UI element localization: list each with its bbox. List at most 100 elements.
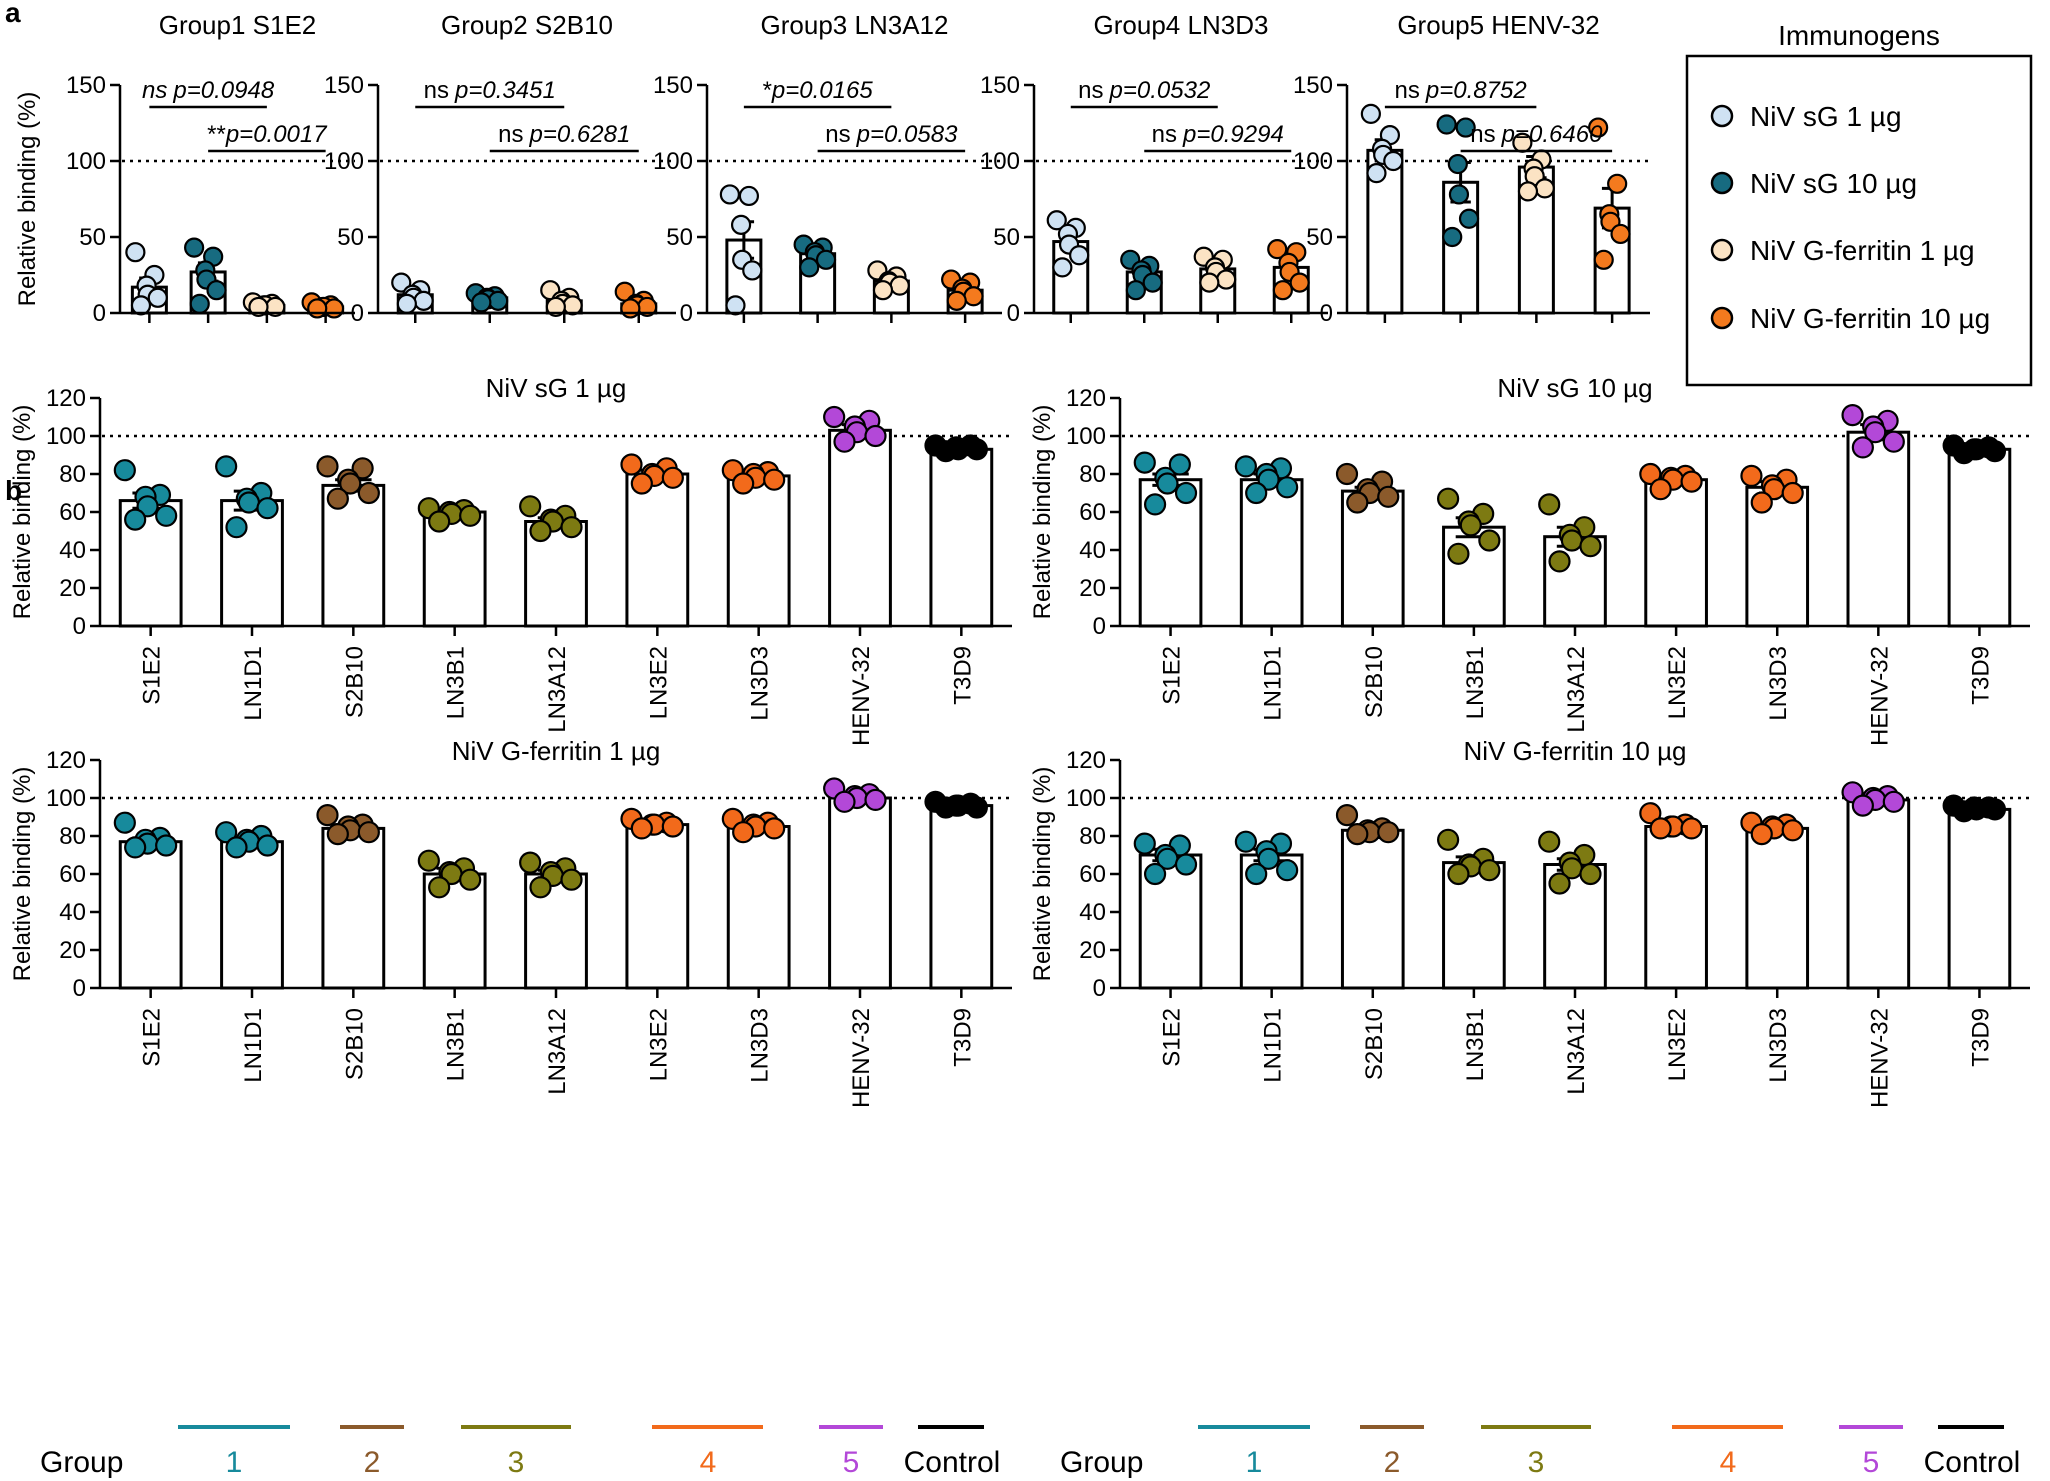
group-legend-right: Group 1 2 3 4 5 Control xyxy=(1060,1425,2020,1479)
p-value: p=0.0948 xyxy=(172,77,274,104)
data-point xyxy=(488,290,509,311)
significance-label: *p=0.0165 xyxy=(763,77,874,104)
group-name-1: 1 xyxy=(1246,1446,1263,1479)
data-point xyxy=(661,815,684,838)
data-point xyxy=(459,868,482,891)
y-tick-label: 0 xyxy=(1320,300,1333,327)
chart-2: Group3 LN3A12 0 50 100 150 *p=0.0165 ns p=0.058… xyxy=(653,10,1002,327)
data-point xyxy=(206,280,227,301)
data-point xyxy=(1548,550,1571,573)
data-point xyxy=(1882,790,1905,813)
significance-label: ns p=0.0583 xyxy=(825,121,958,148)
panel-label-b: b xyxy=(5,475,22,506)
data-point xyxy=(1781,481,1804,505)
y-tick-label: 0 xyxy=(1093,613,1106,640)
x-tick-label: LN3D3 xyxy=(1765,646,1792,721)
y-tick-label: 50 xyxy=(337,224,364,251)
data-point xyxy=(1579,535,1602,558)
bar xyxy=(1846,798,1911,990)
data-point xyxy=(630,472,653,495)
data-point xyxy=(965,438,988,461)
bar xyxy=(1340,489,1405,628)
data-point xyxy=(113,811,136,834)
legend-label-1: NiV sG 10 µg xyxy=(1750,168,1917,199)
y-tick-label: 80 xyxy=(59,823,86,850)
group-name-3: 3 xyxy=(1528,1446,1545,1479)
x-tick-label: T3D9 xyxy=(1967,646,1994,705)
x-tick-label: LN3E2 xyxy=(645,1008,672,1081)
legend-marker-3 xyxy=(1710,306,1734,330)
y-tick-label: 150 xyxy=(980,72,1020,99)
data-point xyxy=(1125,280,1146,301)
legend-marker-2 xyxy=(1710,238,1734,262)
data-point xyxy=(124,836,147,859)
data-point xyxy=(1069,245,1090,266)
data-point xyxy=(326,822,349,846)
data-point xyxy=(725,295,746,316)
x-tick-label: S1E2 xyxy=(1159,1008,1186,1067)
x-tick-label: LN3B1 xyxy=(1462,646,1489,719)
x-tick-label: LN3D3 xyxy=(747,646,774,721)
legend-marker-0 xyxy=(1710,104,1734,128)
bar xyxy=(625,472,690,628)
y-axis-label: Relative binding (%) xyxy=(1029,405,1056,620)
chart-7: NiV G-ferritin 1 µg 0 20 40 60 80 100 120 S1E2 LN… xyxy=(9,736,1012,1108)
x-tick-label: LN1D1 xyxy=(1260,646,1287,721)
p-value: p=0.0583 xyxy=(856,121,958,148)
group-name-1: 1 xyxy=(226,1446,243,1479)
x-tick-label: LN3B1 xyxy=(443,1008,470,1081)
data-point xyxy=(833,430,856,453)
data-point xyxy=(184,237,205,258)
x-tick-label: LN3A12 xyxy=(1563,1008,1590,1095)
y-tick-label: 50 xyxy=(993,224,1020,251)
data-point xyxy=(1143,862,1167,886)
data-point xyxy=(1142,272,1163,293)
bar xyxy=(1947,447,2012,628)
y-tick-label: 100 xyxy=(1293,148,1333,175)
data-point xyxy=(1593,249,1614,270)
y-tick-label: 20 xyxy=(1079,575,1106,602)
data-point xyxy=(732,821,755,844)
data-point xyxy=(155,504,178,527)
data-point xyxy=(864,788,887,812)
data-point xyxy=(1366,163,1387,184)
y-axis-label: Relative binding (%) xyxy=(1029,767,1056,982)
group-name-2: 2 xyxy=(364,1446,381,1479)
data-point xyxy=(396,293,417,314)
group-label: Group xyxy=(1060,1446,1143,1479)
chart-title: Group2 S2B10 xyxy=(441,10,613,40)
bar xyxy=(1644,478,1708,628)
y-tick-label: 100 xyxy=(653,148,693,175)
y-tick-label: 60 xyxy=(59,499,86,526)
data-point xyxy=(1267,239,1288,260)
data-point xyxy=(1377,485,1400,508)
data-point xyxy=(934,796,957,819)
data-point xyxy=(155,834,178,857)
data-point xyxy=(1781,819,1804,842)
data-point xyxy=(428,510,451,533)
x-tick-label: LN3E2 xyxy=(1664,1008,1691,1081)
data-point xyxy=(1257,847,1280,870)
data-point xyxy=(661,466,684,489)
data-point xyxy=(1588,117,1609,138)
x-tick-label: LN3A12 xyxy=(544,1008,571,1095)
data-point xyxy=(519,851,542,874)
data-point xyxy=(413,290,434,311)
data-point xyxy=(742,260,763,281)
data-point xyxy=(1156,472,1179,495)
data-point xyxy=(1851,794,1874,817)
panel-label-a: a xyxy=(5,0,21,28)
data-point xyxy=(934,440,957,463)
y-tick-label: 100 xyxy=(1066,423,1106,450)
y-tick-label: 50 xyxy=(1306,224,1333,251)
data-point xyxy=(1639,802,1662,825)
data-point xyxy=(1276,859,1299,882)
x-tick-label: LN1D1 xyxy=(240,646,267,721)
bar xyxy=(828,428,892,628)
chart-6: NiV sG 10 µg 0 20 40 60 80 100 120 S1E2 LN1D1 S2B1… xyxy=(1029,373,2030,746)
bar xyxy=(321,826,386,990)
y-tick-label: 20 xyxy=(1079,937,1106,964)
bar xyxy=(1846,430,1911,628)
